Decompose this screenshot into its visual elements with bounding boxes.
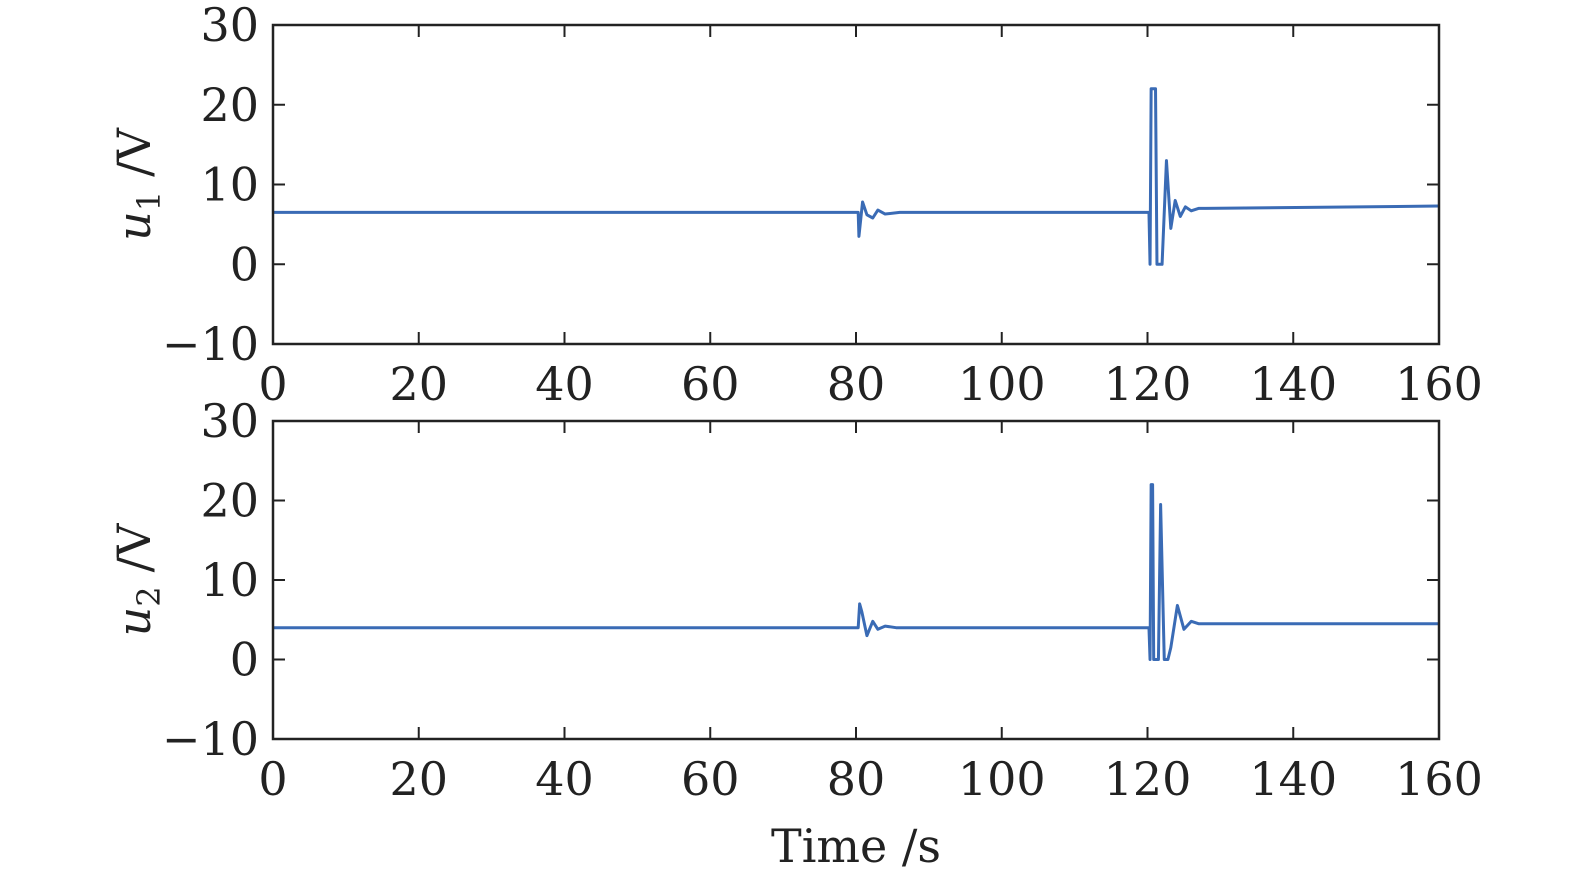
subplot-u1-ylabel: u1/V xyxy=(107,127,168,240)
x-tick-label: 60 xyxy=(681,752,740,806)
subplot-u1-ylabel-unit: /V xyxy=(107,127,161,176)
subplot-u1-ylabel-symbol: u xyxy=(107,211,161,241)
x-tick-label: 0 xyxy=(258,357,287,411)
subplot-u2-ticks xyxy=(272,420,1440,740)
u2-series-line xyxy=(273,483,1439,661)
y-tick-label: −10 xyxy=(162,712,259,766)
x-tick-label: 100 xyxy=(958,752,1046,806)
y-tick-label: 0 xyxy=(230,633,259,687)
x-tick-label: 140 xyxy=(1249,752,1337,806)
x-tick-label: 120 xyxy=(1104,357,1192,411)
x-tick-label: 40 xyxy=(535,752,594,806)
y-tick-label: 30 xyxy=(200,394,259,448)
x-tick-label: 60 xyxy=(681,357,740,411)
y-tick-label: −10 xyxy=(162,317,259,371)
subplot-u2-ytick-labels: −10 0 10 20 30 xyxy=(162,394,259,766)
subplot-u1-ylabel-subscript: 1 xyxy=(130,191,168,211)
x-tick-label: 100 xyxy=(958,357,1046,411)
x-tick-label: 80 xyxy=(827,357,886,411)
u1-series-line xyxy=(273,87,1440,266)
y-tick-label: 10 xyxy=(200,158,259,212)
x-tick-label: 140 xyxy=(1249,357,1337,411)
subplot-u2-xtick-labels: 0 20 40 60 80 100 120 140 160 xyxy=(258,752,1483,806)
subplot-u2-frame xyxy=(271,419,1441,741)
y-tick-label: 0 xyxy=(230,237,259,291)
x-tick-label: 120 xyxy=(1104,752,1192,806)
x-tick-label: 80 xyxy=(827,752,886,806)
subplot-u1-ytick-labels: −10 0 10 20 30 xyxy=(162,0,259,371)
subplot-u2-ylabel: u2/V xyxy=(107,523,168,636)
subplot-u2-ylabel-unit: /V xyxy=(107,523,161,572)
x-tick-label: 20 xyxy=(389,752,448,806)
subplot-u1-ticks xyxy=(272,24,1440,345)
subplot-u1-frame xyxy=(271,23,1441,346)
y-tick-label: 30 xyxy=(200,0,259,52)
x-tick-label: 40 xyxy=(535,357,594,411)
y-tick-label: 10 xyxy=(200,553,259,607)
subplot-u1-xtick-labels: 0 20 40 60 80 100 120 140 160 xyxy=(258,357,1483,411)
x-tick-label: 160 xyxy=(1395,357,1483,411)
x-tick-label: 20 xyxy=(389,357,448,411)
x-axis-label: Time /s xyxy=(771,819,941,873)
x-tick-label: 160 xyxy=(1395,752,1483,806)
subplot-u2-ylabel-symbol: u xyxy=(107,607,161,637)
x-tick-label: 0 xyxy=(258,752,287,806)
subplot-u2-ylabel-subscript: 2 xyxy=(130,586,168,606)
y-tick-label: 20 xyxy=(200,474,259,528)
y-tick-label: 20 xyxy=(200,78,259,132)
